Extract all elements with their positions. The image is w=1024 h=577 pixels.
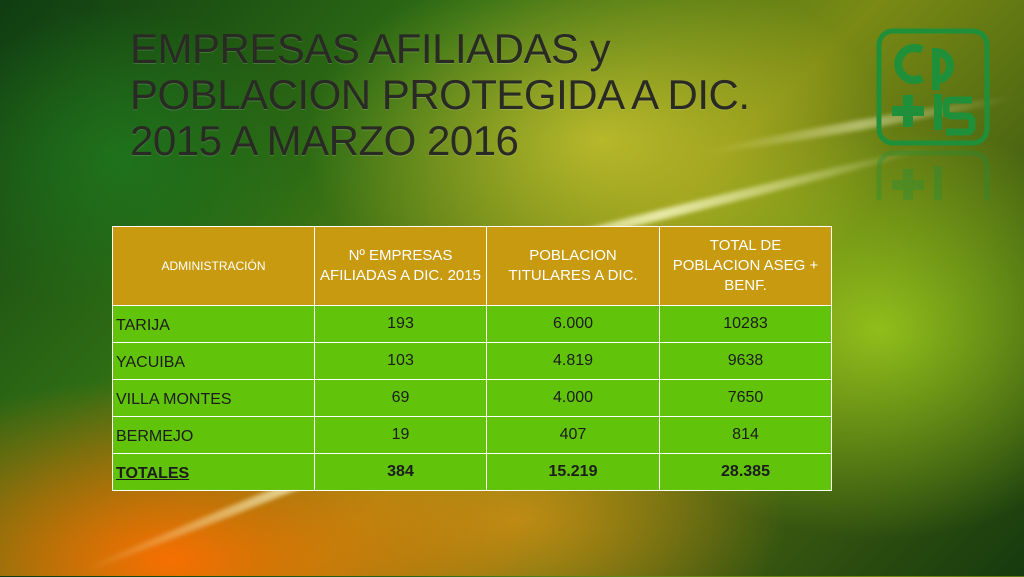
table-row: BERMEJO 19 407 814 bbox=[112, 416, 832, 454]
totals-row: TOTALES 384 15.219 28.385 bbox=[112, 453, 832, 491]
cell-empresas: 69 bbox=[314, 379, 487, 417]
totals-total: 28.385 bbox=[659, 453, 832, 491]
header-administracion: ADMINISTRACIÓN bbox=[112, 226, 315, 306]
cell-empresas: 103 bbox=[314, 342, 487, 380]
totals-titulares: 15.219 bbox=[486, 453, 660, 491]
cell-total: 814 bbox=[659, 416, 832, 454]
affiliates-table: ADMINISTRACIÓN Nº EMPRESAS AFILIADAS A D… bbox=[112, 226, 832, 491]
header-titulares: POBLACION TITULARES A DIC. bbox=[486, 226, 660, 306]
cell-empresas: 19 bbox=[314, 416, 487, 454]
table-header-row: ADMINISTRACIÓN Nº EMPRESAS AFILIADAS A D… bbox=[112, 226, 832, 306]
cell-administracion: VILLA MONTES bbox=[112, 379, 315, 417]
header-total-poblacion: TOTAL DE POBLACION ASEG + BENF. bbox=[659, 226, 832, 306]
totals-label: TOTALES bbox=[112, 453, 315, 491]
cps-logo-icon bbox=[876, 28, 990, 146]
page-title: EMPRESAS AFILIADAS y POBLACION PROTEGIDA… bbox=[130, 25, 750, 164]
cell-administracion: YACUIBA bbox=[112, 342, 315, 380]
cell-titulares: 4.000 bbox=[486, 379, 660, 417]
table-row: TARIJA 193 6.000 10283 bbox=[112, 305, 832, 343]
cell-empresas: 193 bbox=[314, 305, 487, 343]
cell-total: 10283 bbox=[659, 305, 832, 343]
cell-titulares: 4.819 bbox=[486, 342, 660, 380]
logo-reflection bbox=[876, 150, 990, 200]
cell-total: 7650 bbox=[659, 379, 832, 417]
cell-total: 9638 bbox=[659, 342, 832, 380]
cell-titulares: 407 bbox=[486, 416, 660, 454]
header-empresas: Nº EMPRESAS AFILIADAS A DIC. 2015 bbox=[314, 226, 487, 306]
totals-empresas: 384 bbox=[314, 453, 487, 491]
table-row: YACUIBA 103 4.819 9638 bbox=[112, 342, 832, 380]
table-row: VILLA MONTES 69 4.000 7650 bbox=[112, 379, 832, 417]
cell-administracion: BERMEJO bbox=[112, 416, 315, 454]
cell-administracion: TARIJA bbox=[112, 305, 315, 343]
cell-titulares: 6.000 bbox=[486, 305, 660, 343]
